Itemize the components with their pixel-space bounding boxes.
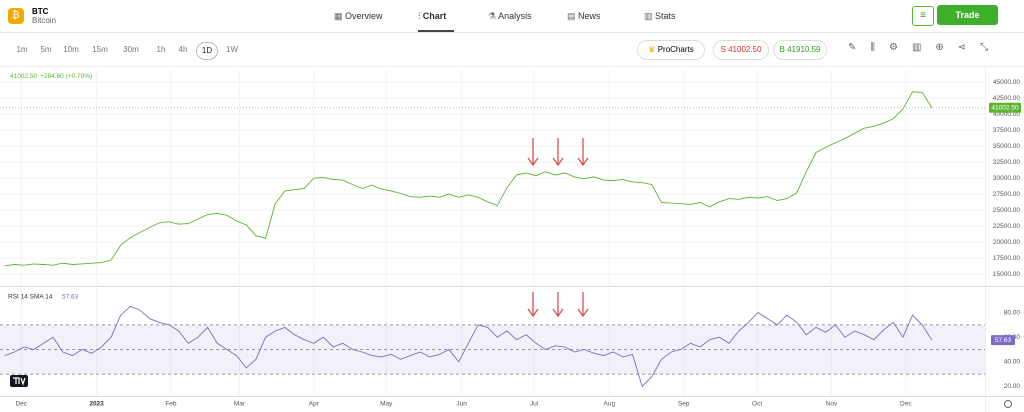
nav-tab[interactable]: ▦ Overview xyxy=(334,0,391,32)
y-tick-label: 40000.00 xyxy=(993,111,1020,118)
nav-tab[interactable]: ▤ News xyxy=(567,0,609,32)
tradingview-mark xyxy=(13,377,26,386)
annotation-arrow-head xyxy=(527,157,539,167)
annotation-arrow-head xyxy=(577,157,589,167)
watchlist-button[interactable]: ≡ xyxy=(912,6,934,26)
annotation-arrow-head xyxy=(552,308,564,318)
y-tick-label: 42500.00 xyxy=(993,95,1020,102)
timeframe-button[interactable]: 1m xyxy=(16,45,28,54)
y-tick-label: 20000.00 xyxy=(993,239,1020,246)
price-change: +284.60 (+0.70%) xyxy=(40,73,92,80)
buy-button[interactable]: B 41910.59 xyxy=(773,40,827,60)
tab-label: Analysis xyxy=(498,11,532,21)
x-tick-label: Oct xyxy=(752,401,762,408)
y-tick-label: 25000.00 xyxy=(993,207,1020,214)
timeframe-button[interactable]: 15m xyxy=(92,45,108,54)
divider xyxy=(0,66,1024,67)
y-tick-label: 20.00 xyxy=(1004,383,1021,390)
series-line xyxy=(4,91,933,267)
procharts-button[interactable]: ♛ ProCharts xyxy=(637,40,705,60)
x-tick-label: Jul xyxy=(530,401,539,408)
nav-tab[interactable]: ⚗ Analysis xyxy=(488,0,540,32)
procharts-label: ProCharts xyxy=(657,45,694,54)
y-tick-label: 15000.00 xyxy=(993,271,1020,278)
instrument-name: Bitcoin xyxy=(32,16,57,25)
tab-label: Chart xyxy=(422,11,447,21)
rsi-value: 57.63 xyxy=(62,294,79,301)
tab-icon: ⫶ xyxy=(418,11,423,21)
y-tick-label: 30000.00 xyxy=(993,175,1020,182)
settings-icon xyxy=(1004,400,1012,408)
x-tick-label: Feb xyxy=(165,401,177,408)
x-tick-label: Dec xyxy=(15,401,27,408)
last-rsi-box xyxy=(991,335,1015,346)
price-header: 41002.50 +284.60 (+0.70%) xyxy=(10,73,92,80)
y-tick-label: 22500.00 xyxy=(993,223,1020,230)
nav-tab[interactable]: ▥ Stats xyxy=(644,0,684,32)
last-price-box xyxy=(989,102,1021,113)
series-line xyxy=(4,305,933,388)
x-tick-label: May xyxy=(380,401,393,408)
timeframe-button[interactable]: 10m xyxy=(63,45,79,54)
y-tick-label: 32500.00 xyxy=(993,159,1020,166)
y-tick-label: 80.00 xyxy=(1004,309,1021,316)
rsi-title: RSI 14 SMA 14 xyxy=(8,294,53,301)
coin-icon: ₿ xyxy=(8,8,24,24)
last-price-label: 41002.50 xyxy=(991,104,1018,111)
x-tick-label: Nov xyxy=(826,401,838,408)
y-tick-label: 45000.00 xyxy=(993,79,1020,86)
tab-label: News xyxy=(578,11,601,21)
timeframe-button[interactable]: 4h xyxy=(178,45,188,54)
divider xyxy=(0,32,1024,33)
x-tick-label: Sep xyxy=(678,401,690,408)
nav-tab[interactable]: ⫶ Chart xyxy=(418,0,455,32)
timeframe-button[interactable]: 30m xyxy=(123,45,139,54)
timeframe-button[interactable]: 5m xyxy=(40,45,52,54)
timeframe-button[interactable]: 1W xyxy=(226,45,238,54)
last-rsi-label: 57.63 xyxy=(995,337,1012,344)
tab-label: Stats xyxy=(655,11,676,21)
annotation-arrow-head xyxy=(577,308,589,318)
tab-icon: ▦ xyxy=(334,11,346,21)
annotation-arrow-head xyxy=(552,157,564,167)
tab-icon: ▥ xyxy=(644,11,656,21)
y-tick-label: 40.00 xyxy=(1004,359,1021,366)
x-tick-label: Dec xyxy=(900,401,912,408)
y-tick-label: 37500.00 xyxy=(993,127,1020,134)
tool-icons[interactable]: ✎⫼⚙▥⊕⋖⤡ xyxy=(848,42,1003,53)
x-tick-label: 2023 xyxy=(89,401,104,408)
tab-icon: ▤ xyxy=(567,11,579,21)
timeframe-button[interactable]: 1h xyxy=(156,45,166,54)
timeframe-button[interactable]: 1D xyxy=(196,42,218,60)
y-tick-label: 17500.00 xyxy=(993,255,1020,262)
tab-icon: ⚗ xyxy=(488,11,499,21)
x-tick-label: Aug xyxy=(604,401,616,408)
sell-button[interactable]: S 41002.50 xyxy=(713,40,769,60)
y-tick-label: 27500.00 xyxy=(993,191,1020,198)
price-last: 41002.50 xyxy=(10,73,37,80)
y-tick-label: 35000.00 xyxy=(993,143,1020,150)
x-tick-label: Jun xyxy=(456,401,467,408)
symbol: BTC xyxy=(32,7,49,16)
tab-label: Overview xyxy=(345,11,383,21)
x-tick-label: Apr xyxy=(309,401,320,408)
x-tick-label: Mar xyxy=(234,401,246,408)
trade-button[interactable]: Trade xyxy=(937,5,998,25)
annotation-arrow-head xyxy=(527,308,539,318)
